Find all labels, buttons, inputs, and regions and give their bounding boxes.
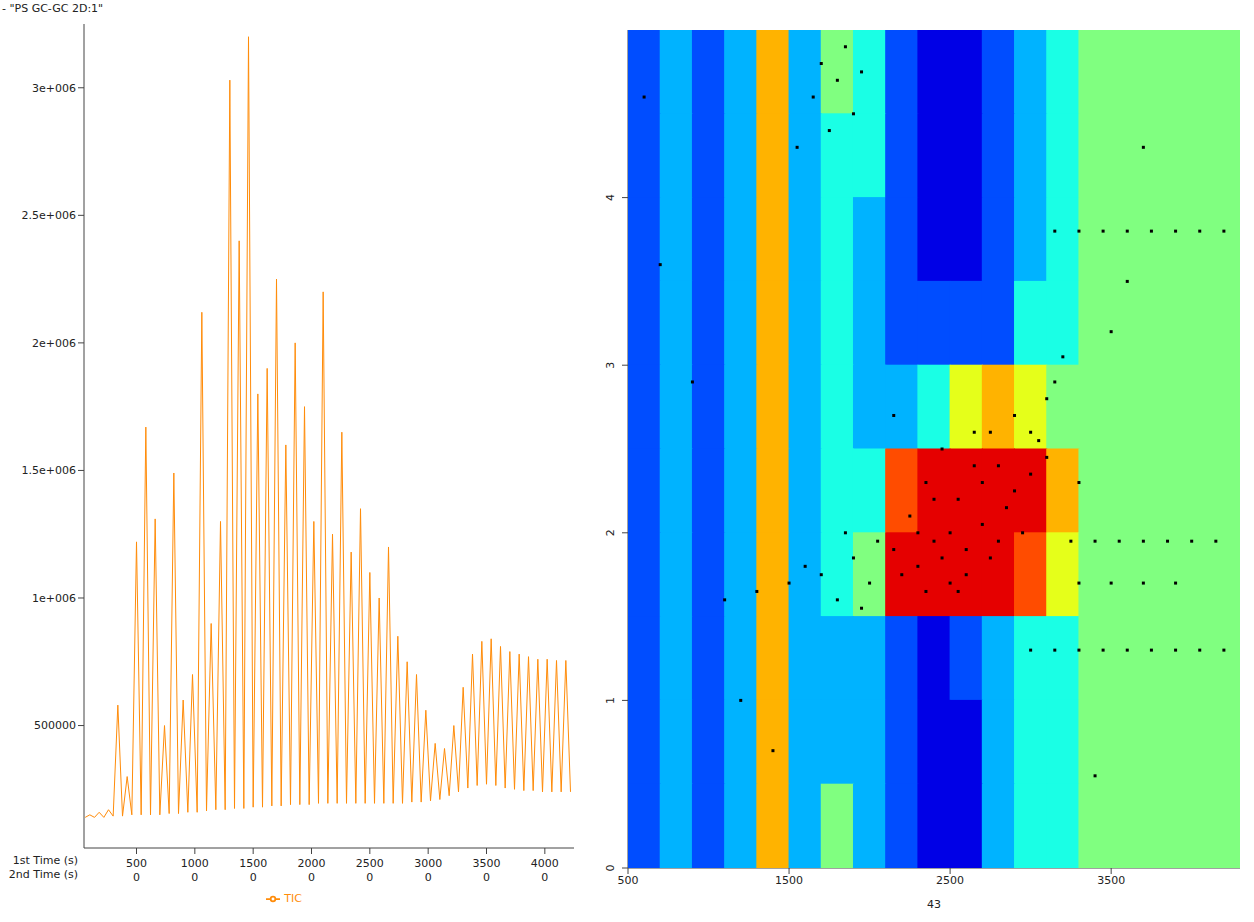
svg-text:4: 4 (604, 194, 617, 201)
svg-text:1500: 1500 (775, 874, 803, 887)
svg-text:3500: 3500 (473, 857, 501, 870)
svg-text:500000: 500000 (34, 719, 76, 732)
svg-text:0: 0 (308, 871, 315, 884)
svg-text:2: 2 (604, 529, 617, 536)
svg-text:0: 0 (133, 871, 140, 884)
svg-text:3500: 3500 (1097, 874, 1125, 887)
svg-text:1st Time (s): 1st Time (s) (13, 854, 78, 867)
svg-text:2500: 2500 (356, 857, 384, 870)
svg-text:0: 0 (250, 871, 257, 884)
svg-text:1e+006: 1e+006 (32, 592, 76, 605)
svg-text:0: 0 (604, 865, 617, 872)
svg-text:500: 500 (126, 857, 147, 870)
svg-text:0: 0 (541, 871, 548, 884)
svg-text:2500: 2500 (936, 874, 964, 887)
svg-text:0: 0 (483, 871, 490, 884)
svg-text:2nd Time (s): 2nd Time (s) (9, 868, 78, 881)
svg-text:43: 43 (927, 898, 941, 911)
html-text:TIC: TIC (284, 892, 302, 905)
svg-text:500: 500 (618, 874, 639, 887)
svg-text:0: 0 (366, 871, 373, 884)
svg-text:2000: 2000 (298, 857, 326, 870)
html-text:- "PS GC-GC 2D:1": - "PS GC-GC 2D:1" (2, 2, 104, 15)
svg-text:3e+006: 3e+006 (32, 82, 76, 95)
svg-text:3000: 3000 (414, 857, 442, 870)
svg-text:0: 0 (191, 871, 198, 884)
svg-text:1000: 1000 (181, 857, 209, 870)
svg-text:2.5e+006: 2.5e+006 (22, 209, 76, 222)
svg-text:1: 1 (604, 697, 617, 704)
svg-text:1500: 1500 (239, 857, 267, 870)
svg-text:2e+006: 2e+006 (32, 337, 76, 350)
svg-text:1.5e+006: 1.5e+006 (22, 464, 76, 477)
svg-text:0: 0 (425, 871, 432, 884)
svg-text:3: 3 (604, 362, 617, 369)
svg-text:4000: 4000 (531, 857, 559, 870)
